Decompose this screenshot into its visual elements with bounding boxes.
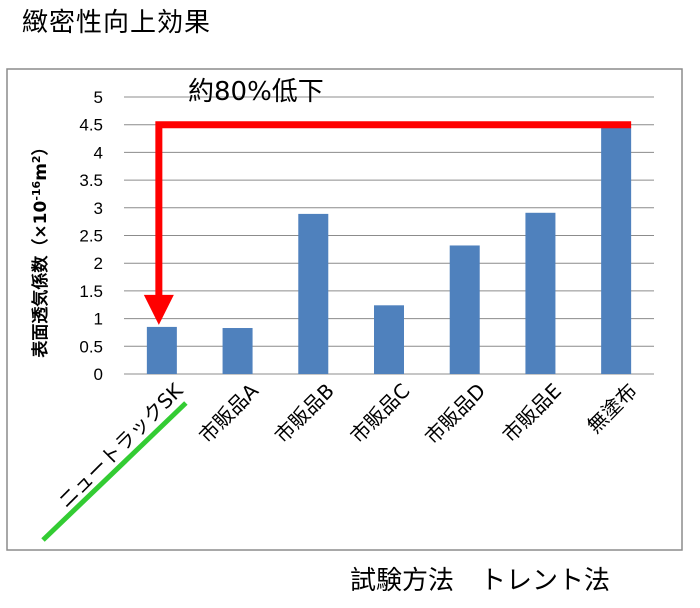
x-tick-label: ニュートラックSK [53,378,188,513]
y-tick-label: 5 [94,88,103,107]
y-tick-label: 2.5 [79,227,103,246]
test-method-caption: 試験方法 トレント法 [350,566,611,596]
y-axis-title-unit-exponent: 2 [30,155,43,163]
x-tick-label: 市販品C [345,379,414,448]
reduction-arrow-head [143,294,174,325]
y-tick-label: 0 [94,365,103,384]
y-tick-label: 4.5 [79,116,103,135]
y-tick-label: 1 [94,310,103,329]
y-axis-ticks: 0 0.5 1 1.5 2 2.5 3 3.5 4 4.5 5 [79,88,103,384]
y-tick-label: 4 [94,143,103,162]
reduction-annotation [143,121,632,325]
y-tick-label: 0.5 [79,337,103,356]
y-axis-title-unit: m [31,163,51,181]
y-axis-title: 表面透気係数（×10-16m2） [30,138,52,357]
x-tick-label: 市販品A [194,378,263,447]
bar [222,328,253,374]
x-axis-labels: ニュートラックSK 市販品A 市販品B 市販品C 市販品D 市販品E 無塗布 [41,378,642,542]
reduction-arrow-shaft [155,121,632,297]
y-tick-label: 3 [94,199,103,218]
bar [525,212,556,374]
highlight-underline [41,401,188,542]
y-axis-title-exponent: -16 [30,180,43,200]
x-tick-label: 無塗布 [582,379,641,438]
x-tick-label: 市販品B [270,379,339,448]
reduction-annotation-text: 約80%低下 [188,77,324,107]
y-tick-label: 1.5 [79,282,103,301]
y-tick-label: 2 [94,254,103,273]
bar [298,213,329,374]
chart-frame [6,68,683,551]
x-tick-label: 市販品E [498,379,566,447]
bar [601,127,632,374]
bar [374,305,404,374]
bar [449,245,480,374]
page-title: 緻密性向上効果 [22,8,212,38]
bar [146,326,177,374]
bars [146,127,632,374]
y-tick-label: 3.5 [79,171,103,190]
y-axis-title-main: 表面透気係数（×10 [30,201,51,358]
x-tick-label: 市販品D [420,379,490,449]
y-axis-title-end: ） [30,138,51,155]
